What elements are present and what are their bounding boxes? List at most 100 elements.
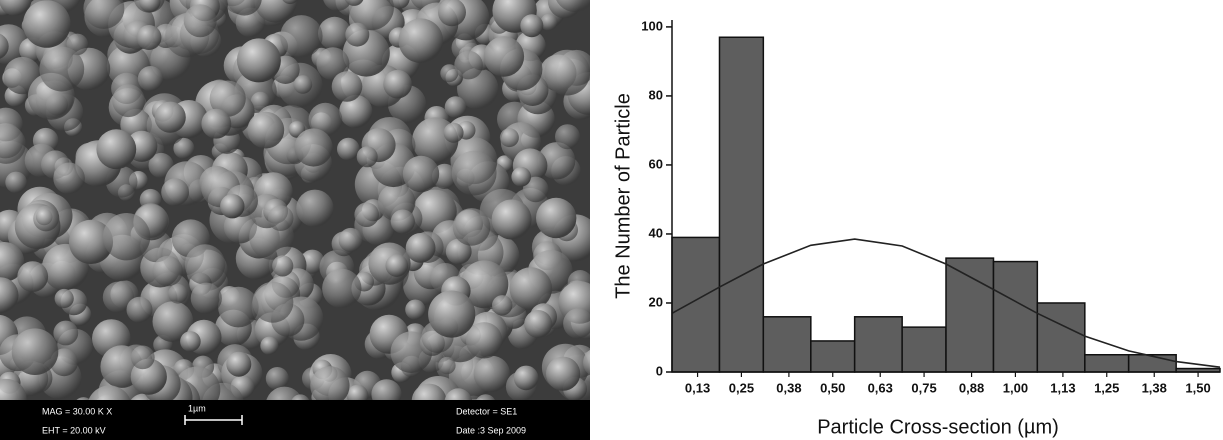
- sem-eht: EHT = 20.00 kV: [42, 425, 106, 435]
- sem-grain: [453, 208, 491, 246]
- x-tick-label: 0,63: [868, 380, 893, 395]
- sem-grain: [452, 151, 497, 196]
- sem-grain: [339, 228, 363, 252]
- sem-grain: [294, 75, 313, 94]
- sem-grain: [191, 283, 222, 314]
- sem-grain: [131, 346, 155, 370]
- sem-grain: [438, 357, 455, 374]
- sem-grain: [218, 287, 259, 328]
- sem-image: MAG = 30.00 K X EHT = 20.00 kV 1µm Detec…: [0, 0, 614, 440]
- sem-grain: [386, 254, 409, 277]
- sem-grain: [185, 244, 225, 284]
- sem-grain: [252, 282, 293, 323]
- bar: [1085, 355, 1129, 372]
- sem-grain: [39, 47, 84, 92]
- sem-grain: [226, 352, 251, 377]
- bar: [672, 237, 719, 372]
- sem-grain: [454, 51, 483, 80]
- sem-mag: MAG = 30.00 K X: [42, 406, 112, 416]
- sem-grain: [520, 14, 543, 37]
- sem-date: Date :3 Sep 2009: [456, 425, 526, 435]
- sem-grain: [247, 112, 284, 149]
- sem-grain: [237, 38, 281, 82]
- sem-grain: [53, 321, 78, 346]
- sem-grain: [184, 4, 217, 37]
- histogram: The Number of Particle Particle Cross-se…: [612, 18, 1220, 438]
- sem-grain: [23, 0, 71, 48]
- sem-grain: [272, 255, 293, 276]
- sem-grain: [137, 25, 162, 50]
- sem-grain: [17, 261, 48, 292]
- y-tick-label: 40: [649, 225, 663, 240]
- figure: MAG = 30.00 K X EHT = 20.00 kV 1µm Detec…: [0, 0, 1223, 440]
- y-tick-label: 20: [649, 294, 663, 309]
- sem-grain: [268, 205, 294, 231]
- sem-grain: [12, 328, 59, 375]
- x-tick-label: 0,50: [820, 380, 845, 395]
- bar: [993, 262, 1037, 372]
- sem-grain: [406, 233, 436, 263]
- x-tick-label: 0,38: [776, 380, 801, 395]
- sem-grain: [563, 308, 593, 338]
- sem-grain: [544, 50, 590, 96]
- sem-grain: [555, 124, 580, 149]
- x-tick-label: 1,13: [1050, 380, 1075, 395]
- sem-grain: [354, 202, 379, 227]
- sem-grain: [511, 167, 531, 187]
- bar: [855, 317, 902, 372]
- sem-grain: [391, 210, 415, 234]
- y-tick-label: 80: [649, 87, 663, 102]
- sem-grain: [96, 129, 136, 169]
- sem-grain: [403, 156, 439, 192]
- bar: [1129, 355, 1176, 372]
- sem-grain: [266, 367, 289, 390]
- sem-grain: [546, 357, 580, 391]
- sem-grain: [5, 172, 27, 194]
- x-tick-label: 0,75: [911, 380, 936, 395]
- bar: [763, 317, 810, 372]
- sem-grain: [103, 213, 150, 260]
- bar: [902, 327, 946, 372]
- sem-grain: [201, 109, 231, 139]
- bar: [719, 37, 763, 372]
- sem-grain: [583, 347, 613, 377]
- sem-grain: [428, 291, 475, 338]
- sem-grain: [500, 128, 519, 147]
- sem-grain: [280, 15, 322, 57]
- sem-grain: [220, 194, 244, 218]
- sem-grain: [357, 146, 378, 167]
- y-tick-label: 60: [649, 156, 663, 171]
- sem-grain: [405, 300, 425, 320]
- sem-grain: [524, 310, 552, 338]
- sem-grain: [112, 84, 145, 117]
- x-tick-label: 1,25: [1094, 380, 1119, 395]
- sem-grain: [474, 356, 510, 392]
- y-tick-label: 100: [641, 18, 663, 33]
- bar: [811, 341, 855, 372]
- sem-grain: [514, 366, 539, 391]
- sem-grain: [138, 66, 163, 91]
- sem-grain: [153, 256, 183, 286]
- sem-grain: [310, 366, 349, 405]
- x-tick-label: 0,25: [729, 380, 754, 395]
- sem-grain: [345, 23, 369, 47]
- sem-grain: [492, 295, 512, 315]
- sem-grain: [168, 284, 188, 304]
- x-tick-label: 0,88: [959, 380, 984, 395]
- sem-grain: [260, 337, 278, 355]
- sem-grain: [445, 96, 467, 118]
- sem-grain: [295, 128, 333, 166]
- sem-grain: [541, 14, 558, 31]
- y-axis-title: The Number of Particle: [612, 93, 634, 299]
- sem-grain: [383, 70, 412, 99]
- bar: [946, 258, 993, 372]
- x-tick-label: 1,38: [1142, 380, 1167, 395]
- x-axis-title: Particle Cross-section (µm): [817, 416, 1059, 438]
- sem-grain: [161, 178, 189, 206]
- sem-grain: [155, 102, 186, 133]
- sem-grain: [296, 190, 333, 227]
- sem-grain: [510, 267, 553, 310]
- sem-grain: [55, 289, 74, 308]
- sem-grain: [466, 322, 502, 358]
- sem-grain: [332, 71, 363, 102]
